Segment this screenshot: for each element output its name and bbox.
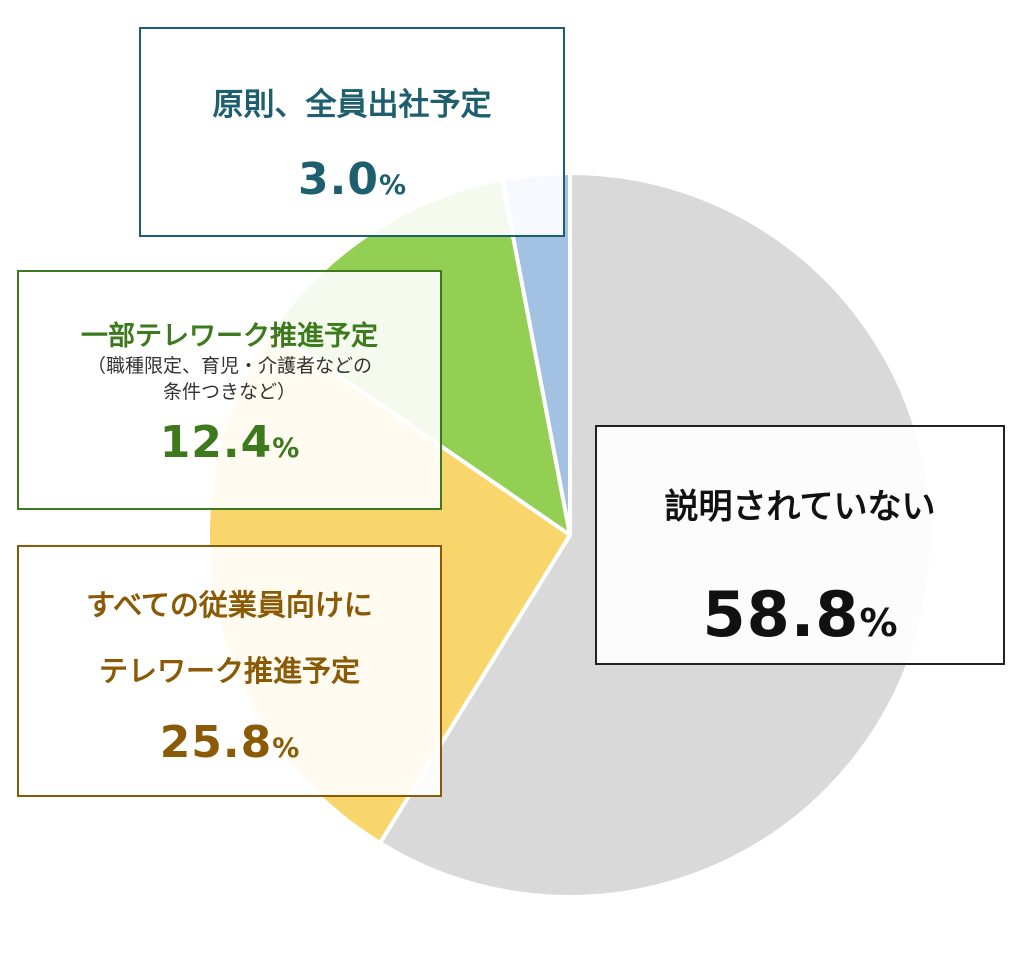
callout-title-line-2: テレワーク推進予定 — [98, 654, 360, 688]
callout-all-in-office: 原則、全員出社予定 3.0% — [139, 27, 565, 237]
callout-title: 一部テレワーク推進予定 — [81, 321, 378, 352]
callout-percentage: 58.8% — [702, 578, 898, 651]
callout-subtitle-line-2: 条件つきなど） — [162, 381, 296, 403]
callout-percentage: 25.8% — [159, 717, 300, 768]
callout-title-line-1: すべての従業員向けに — [86, 588, 373, 622]
callout-title: 説明されていない — [664, 487, 936, 527]
callout-not-explained: 説明されていない 58.8% — [595, 425, 1005, 665]
callout-percentage: 3.0% — [297, 154, 406, 205]
callout-subtitle-line-1: （職種限定、育児・介護者などの — [86, 355, 372, 377]
callout-title: 原則、全員出社予定 — [212, 87, 492, 123]
callout-partial-telework: 一部テレワーク推進予定 （職種限定、育児・介護者などの 条件つきなど） 12.4… — [17, 270, 442, 510]
callout-percentage: 12.4% — [159, 417, 300, 468]
callout-all-employees-telework: すべての従業員向けに テレワーク推進予定 25.8% — [17, 545, 442, 797]
